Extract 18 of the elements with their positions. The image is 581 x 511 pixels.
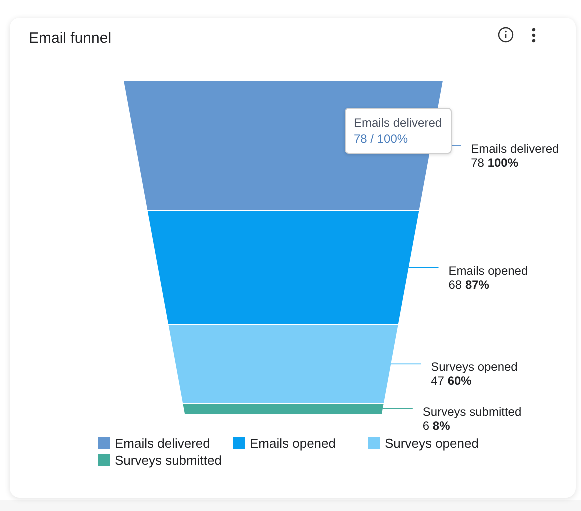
text: Surveys submitted <box>115 453 222 468</box>
legend-label: Surveys opened <box>431 360 518 374</box>
data-label: 68 <box>448 278 462 292</box>
text: Emails delivered <box>115 436 210 451</box>
text: 87% <box>465 278 490 292</box>
data-label: 78 <box>471 156 485 170</box>
text: 60% <box>448 374 472 388</box>
data-label: 6 <box>422 418 430 433</box>
text: Email funnel <box>29 30 112 47</box>
legend-label: Surveys submitted <box>422 404 522 419</box>
text: 100% <box>488 156 519 170</box>
text: 8% <box>432 418 451 433</box>
text: Emails opened <box>250 436 336 451</box>
legend-label: Emails opened <box>448 264 528 278</box>
legend-label: Emails delivered <box>471 142 560 156</box>
data-label: 47 <box>431 374 445 388</box>
text: Surveys opened <box>385 436 479 451</box>
tooltip-box: Emails delivered 78 / 100% <box>345 108 452 154</box>
